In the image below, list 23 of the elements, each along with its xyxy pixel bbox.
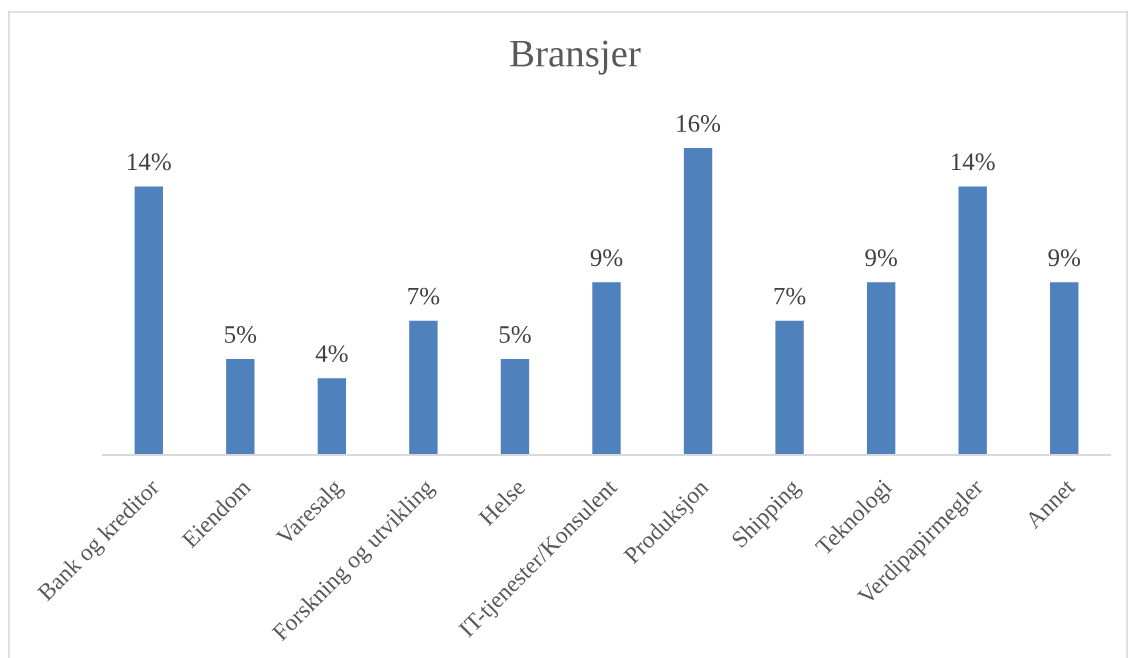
bar [1050, 282, 1079, 455]
bar [592, 282, 621, 455]
data-label: 9% [1048, 249, 1081, 267]
bar [226, 359, 255, 455]
data-label: 5% [225, 326, 257, 343]
bar [317, 378, 347, 455]
data-label: 7% [408, 287, 440, 305]
bar [958, 186, 987, 455]
bar [409, 320, 438, 455]
bar [683, 148, 713, 455]
data-label: 14% [128, 153, 171, 171]
chart-title: Bransjer [510, 40, 641, 75]
bar [775, 320, 804, 455]
bar [134, 186, 163, 455]
data-label: 9% [590, 249, 623, 267]
data-label: 9% [865, 249, 897, 267]
data-label: 16% [677, 115, 721, 132]
bar [866, 282, 896, 455]
data-label: 14% [951, 153, 995, 171]
data-label: 7% [774, 287, 806, 305]
data-label: 4% [315, 345, 348, 363]
data-label: 5% [499, 326, 531, 343]
bar [500, 359, 530, 455]
